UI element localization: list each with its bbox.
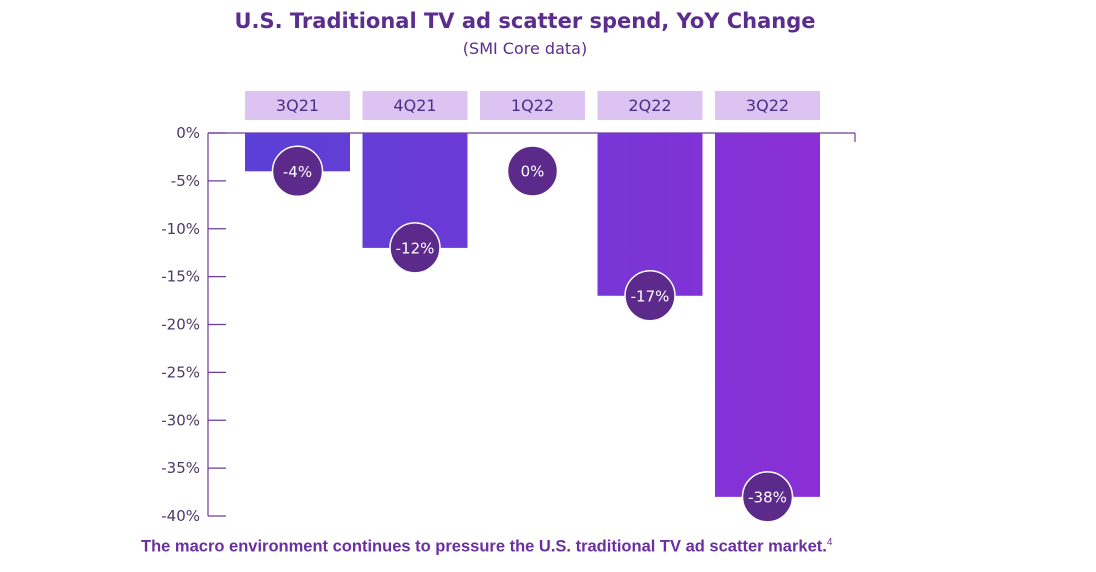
category-box	[362, 91, 468, 120]
data-label-circle	[271, 145, 324, 198]
data-label-circle	[741, 471, 794, 523]
data-label: -4%	[283, 163, 312, 181]
y-tick-label: -5%	[171, 172, 200, 190]
y-tick-label: -35%	[161, 459, 200, 477]
data-label: -17%	[631, 287, 670, 305]
data-label-circle	[389, 222, 441, 274]
y-tick-label: -10%	[161, 220, 200, 238]
y-tick-label: 0%	[176, 124, 200, 142]
y-tick-label: -40%	[161, 507, 200, 525]
category-label: 1Q22	[511, 96, 554, 115]
y-tick-label: -30%	[161, 411, 200, 429]
category-box	[245, 91, 350, 120]
y-tick-label: -15%	[161, 268, 200, 286]
bar	[597, 133, 703, 296]
footnote: The macro environment continues to press…	[141, 537, 832, 557]
category-label: 4Q21	[393, 96, 436, 115]
data-label-circle	[624, 270, 676, 322]
data-label: 0%	[521, 163, 545, 181]
footnote-ref: 4	[826, 537, 833, 548]
category-box	[715, 91, 820, 120]
data-label: -12%	[396, 239, 435, 257]
footnote-text: The macro environment continues to press…	[141, 537, 827, 556]
category-box	[480, 91, 585, 120]
category-label: 3Q21	[276, 96, 319, 115]
bar	[715, 133, 820, 497]
y-tick-label: -20%	[161, 316, 200, 334]
chart-title: U.S. Traditional TV ad scatter spend, Yo…	[234, 9, 815, 33]
category-box	[597, 91, 703, 120]
bar-chart: U.S. Traditional TV ad scatter spend, Yo…	[161, 9, 856, 525]
data-label: -38%	[748, 488, 787, 506]
data-label-circle	[506, 145, 559, 197]
category-label: 2Q22	[628, 96, 671, 115]
category-label: 3Q22	[746, 96, 789, 115]
chart-subtitle: (SMI Core data)	[463, 39, 587, 58]
y-tick-label: -25%	[161, 363, 200, 381]
